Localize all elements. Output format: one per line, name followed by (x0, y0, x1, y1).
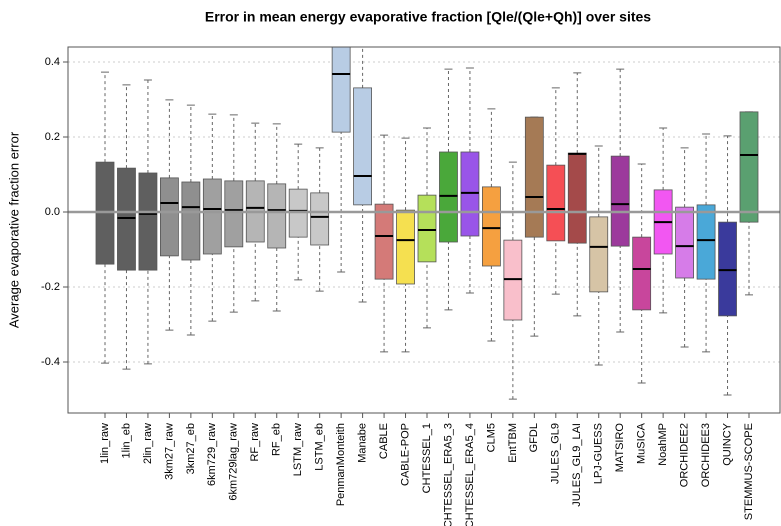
box (181, 181, 201, 261)
x-tick-label: CABLE-POP (399, 423, 411, 486)
x-tick-label: Manabe (357, 423, 369, 463)
plot-border (67, 46, 781, 414)
y-tick-label: 0.4 (45, 56, 60, 68)
box (138, 172, 158, 271)
x-tick-label: ORCHIDEE2 (679, 423, 691, 487)
box (224, 180, 244, 248)
chart-title: Error in mean energy evaporative fractio… (205, 9, 651, 25)
x-tick-label: MuSICA (636, 422, 648, 464)
box (202, 178, 222, 255)
box (310, 192, 330, 246)
y-tick-label: 0.0 (45, 206, 60, 218)
box (439, 151, 458, 243)
x-tick-label: QUINCY (721, 422, 733, 465)
x-tick-label: LSTM_eb (314, 423, 326, 471)
box (159, 177, 179, 257)
box (632, 236, 652, 311)
box (267, 183, 287, 249)
box (396, 209, 415, 285)
x-tick-label: NoahMP (657, 423, 669, 466)
x-tick-label: 1lin_eb (120, 423, 132, 458)
x-tick-label: CABLE (378, 423, 390, 459)
y-tick-label: -0.2 (41, 281, 60, 293)
x-tick-label: RF_raw (249, 423, 261, 462)
box (374, 203, 394, 280)
box (417, 194, 437, 263)
x-tick-label: CHTESSEL_1 (421, 423, 433, 493)
x-tick-label: PenmanMonteith (335, 423, 347, 506)
x-tick-label: LPJ-GUESS (593, 423, 605, 484)
x-tick-label: CHTESSEL_ERA5_4 (464, 423, 476, 526)
x-tick-label: ORCHIDEE3 (700, 423, 712, 487)
x-tick-label: 6km729lag_raw (228, 423, 240, 501)
x-tick-label: JULES_GL9 (550, 423, 562, 484)
x-tick-label: GFDL (528, 423, 540, 452)
plot-area (68, 47, 780, 400)
box (524, 116, 544, 238)
x-tick-label: 1lin_raw (99, 423, 111, 464)
x-tick-label: LSTM_raw (292, 423, 304, 476)
x-tick-label: 3km27_raw (163, 423, 175, 480)
box (331, 47, 351, 133)
box (481, 186, 501, 267)
x-tick-label: STEMMUS-SCOPE (743, 423, 755, 520)
box (353, 87, 373, 206)
box (610, 155, 630, 247)
box (718, 221, 737, 317)
x-tick-label: 2lin_raw (142, 423, 154, 464)
y-tick-label: 0.2 (45, 131, 60, 143)
x-tick-label: EntTBM (507, 423, 519, 463)
box (589, 216, 609, 293)
x-tick-label: 6km729_raw (206, 423, 218, 486)
box (546, 164, 566, 242)
x-tick-label: 3km27_eb (185, 423, 197, 474)
box (696, 204, 716, 280)
x-tick-label: CHTESSEL_ERA5_3 (442, 423, 454, 526)
y-tick-label: -0.4 (41, 356, 60, 368)
x-tick-label: JULES_GL9_LAI (571, 423, 583, 507)
box (460, 151, 480, 237)
x-tick-label: RF_eb (271, 423, 283, 456)
y-axis-label: Average evaporative fraction error (6, 131, 21, 328)
x-tick-label: MATSIRO (614, 423, 626, 473)
box (117, 167, 136, 271)
box (739, 111, 759, 223)
box (567, 152, 587, 244)
box (675, 206, 694, 279)
x-tick-label: CLM5 (485, 423, 497, 452)
